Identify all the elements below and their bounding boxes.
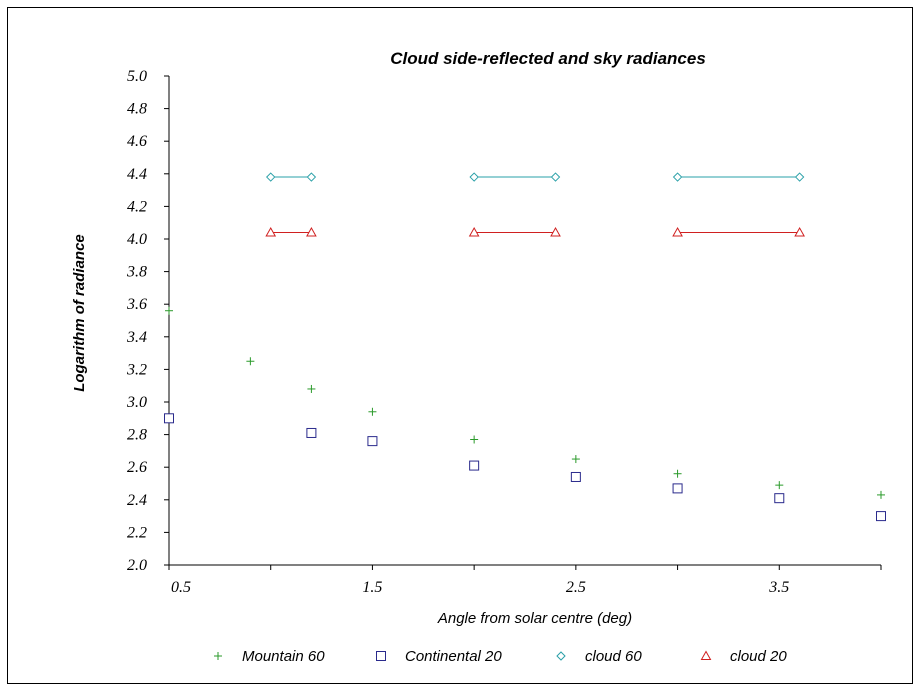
cloud-20-point <box>306 226 317 237</box>
legend-marker <box>214 652 222 660</box>
cloud-20-point <box>550 226 561 237</box>
x-ticks: 0.5 1.5 2.5 3.5 <box>168 565 882 596</box>
cloud-60-point <box>469 172 479 182</box>
legend: Mountain 60 Continental 20 cloud 60 cloud 2… <box>214 648 787 665</box>
y-tick-label: 3.8 <box>126 264 147 281</box>
continental-20-point <box>367 436 378 447</box>
mountain-60-point <box>571 455 580 464</box>
plot-marks <box>164 172 886 522</box>
cloud-20-point <box>794 226 805 237</box>
cloud-60-point <box>794 172 805 182</box>
mountain-60-point <box>775 481 784 490</box>
legend-marker <box>376 651 386 661</box>
legend-label: Continental 20 <box>405 648 502 665</box>
cloud-60-point <box>550 172 561 182</box>
x-tick-label: 0.5 <box>171 579 191 596</box>
mountain-60-point <box>470 435 479 444</box>
y-tick-label: 2.0 <box>127 557 147 574</box>
continental-20-point <box>672 483 683 494</box>
legend-label: cloud 60 <box>585 648 642 665</box>
cloud-60-point <box>266 172 276 182</box>
y-tick-label: 4.0 <box>127 231 147 248</box>
x-tick-label: 3.5 <box>768 579 789 596</box>
mountain-60-point <box>877 490 885 499</box>
legend-marker <box>556 651 566 661</box>
continental-20-point <box>876 511 886 522</box>
mountain-60-point <box>307 384 316 393</box>
legend-label: Mountain 60 <box>242 648 325 665</box>
mountain-60-point <box>165 306 173 315</box>
chart-frame <box>7 7 913 684</box>
y-tick-label: 2.2 <box>127 524 147 541</box>
cloud-20-point <box>672 226 683 237</box>
y-tick-label: 2.8 <box>127 427 147 444</box>
continental-20-point <box>164 413 174 424</box>
y-axis-title: Logarithm of radiance <box>71 234 88 392</box>
y-tick-label: 4.4 <box>127 166 147 183</box>
y-tick-label: 4.8 <box>127 101 147 118</box>
continental-20-point <box>469 460 480 471</box>
x-axis-title: Angle from solar centre (deg) <box>437 610 632 627</box>
legend-label: cloud 20 <box>730 648 787 665</box>
y-tick-label: 3.0 <box>126 394 147 411</box>
mountain-60-point <box>368 407 377 416</box>
mountain-60-point <box>673 469 682 478</box>
cloud-60-point <box>306 172 317 182</box>
y-tick-label: 3.4 <box>126 329 147 346</box>
cloud-20-point <box>265 226 277 237</box>
cloud-60-point <box>672 172 683 182</box>
y-tick-label: 4.6 <box>127 133 147 150</box>
x-tick-label: 2.5 <box>566 579 586 596</box>
x-tick-label: 1.5 <box>362 579 382 596</box>
continental-20-point <box>306 427 317 438</box>
continental-20-point <box>774 493 785 504</box>
continental-20-point <box>570 471 581 482</box>
y-ticks: 2.0 2.2 2.4 2.6 2.8 3.0 3.2 3.4 3.6 3.8 4.0 4.2 4.4 4… <box>126 68 169 574</box>
mountain-60-point <box>246 357 255 366</box>
cloud-20-point <box>468 226 480 237</box>
y-tick-label: 5.0 <box>127 68 147 85</box>
y-tick-label: 3.6 <box>126 296 147 313</box>
legend-marker <box>700 650 712 660</box>
y-tick-label: 3.2 <box>126 361 147 378</box>
y-tick-label: 4.2 <box>127 198 147 215</box>
chart-title: Cloud side-reflected and sky radiances <box>390 49 706 68</box>
y-tick-label: 2.6 <box>127 459 147 476</box>
y-tick-label: 2.4 <box>127 492 147 509</box>
